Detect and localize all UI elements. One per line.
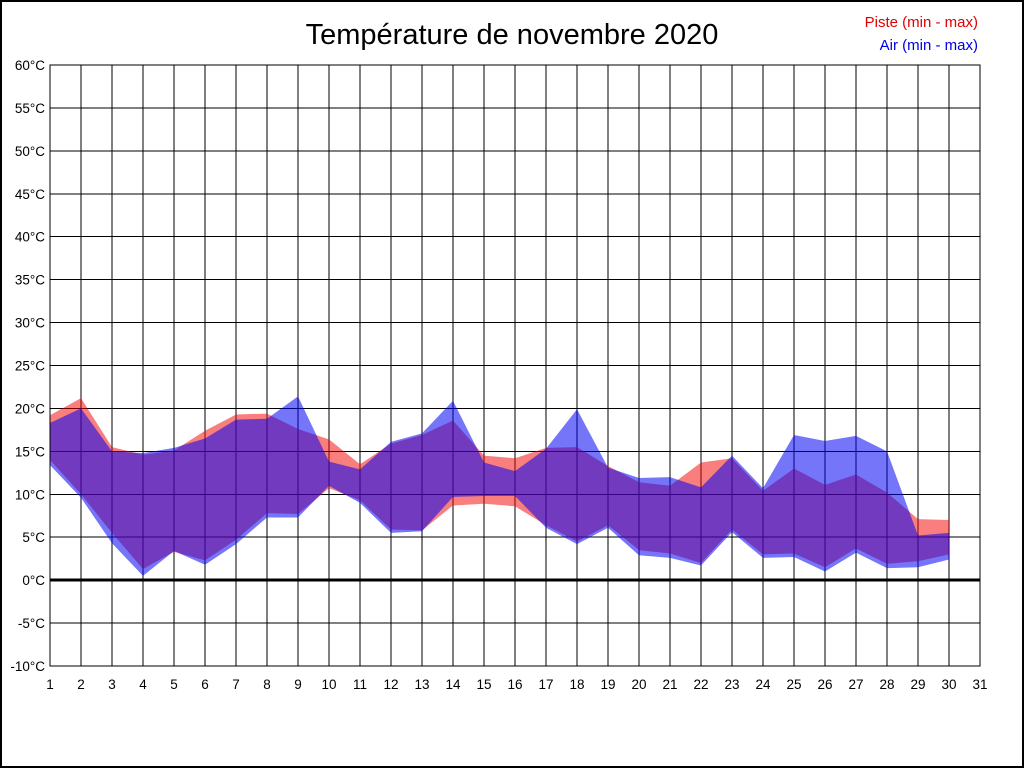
plot-border [49,64,981,667]
x-tick-label: 19 [600,677,615,692]
x-tick-label: 6 [201,677,209,692]
x-tick-label: 20 [631,677,646,692]
x-tick-label: 26 [817,677,832,692]
y-tick-label: 0°C [22,573,45,588]
y-tick-label: 55°C [15,101,45,116]
y-tick-label: 25°C [15,359,45,374]
x-tick-label: 9 [294,677,302,692]
x-tick-label: 25 [786,677,801,692]
y-tick-label: -10°C [10,659,45,674]
chart-title: Température de novembre 2020 [305,19,719,51]
x-tick-label: 14 [445,677,461,692]
x-tick-label: 18 [569,677,584,692]
x-tick-label: 28 [879,677,894,692]
x-tick-label: 17 [538,677,553,692]
x-tick-label: 1 [46,677,54,692]
y-tick-label: 35°C [15,273,45,288]
y-tick-label: 45°C [15,187,45,202]
y-tick-label: 30°C [15,316,45,331]
x-tick-label: 5 [170,677,178,692]
x-tick-label: 31 [972,677,987,692]
x-tick-label: 29 [910,677,925,692]
air-band [50,396,949,576]
legend-item-air: Air (min - max) [879,37,978,54]
x-tick-label: 13 [414,677,429,692]
x-tick-label: 24 [755,677,771,692]
x-tick-label: 7 [232,677,240,692]
legend: Piste (min - max) Air (min - max) [865,11,978,57]
y-tick-label: 40°C [15,230,45,245]
y-tick-label: 10°C [15,487,45,502]
x-tick-label: 30 [941,677,956,692]
x-tick-label: 3 [108,677,116,692]
x-tick-label: 21 [662,677,677,692]
x-tick-label: 23 [724,677,739,692]
x-tick-label: 16 [507,677,522,692]
y-tick-label: 5°C [22,530,45,545]
x-tick-label: 11 [353,677,367,692]
x-tick-label: 27 [848,677,863,692]
y-tick-label: 20°C [15,401,45,416]
x-tick-label: 4 [139,677,147,692]
y-tick-label: -5°C [18,616,45,631]
x-tick-label: 10 [321,677,336,692]
x-tick-label: 8 [263,677,271,692]
x-tick-label: 2 [77,677,85,692]
x-tick-label: 15 [476,677,491,692]
x-tick-label: 12 [383,677,398,692]
y-tick-label: 15°C [15,444,45,459]
x-tick-label: 22 [693,677,708,692]
y-tick-label: 50°C [15,144,45,159]
legend-item-piste: Piste (min - max) [864,14,978,31]
y-tick-label: 60°C [15,58,45,73]
